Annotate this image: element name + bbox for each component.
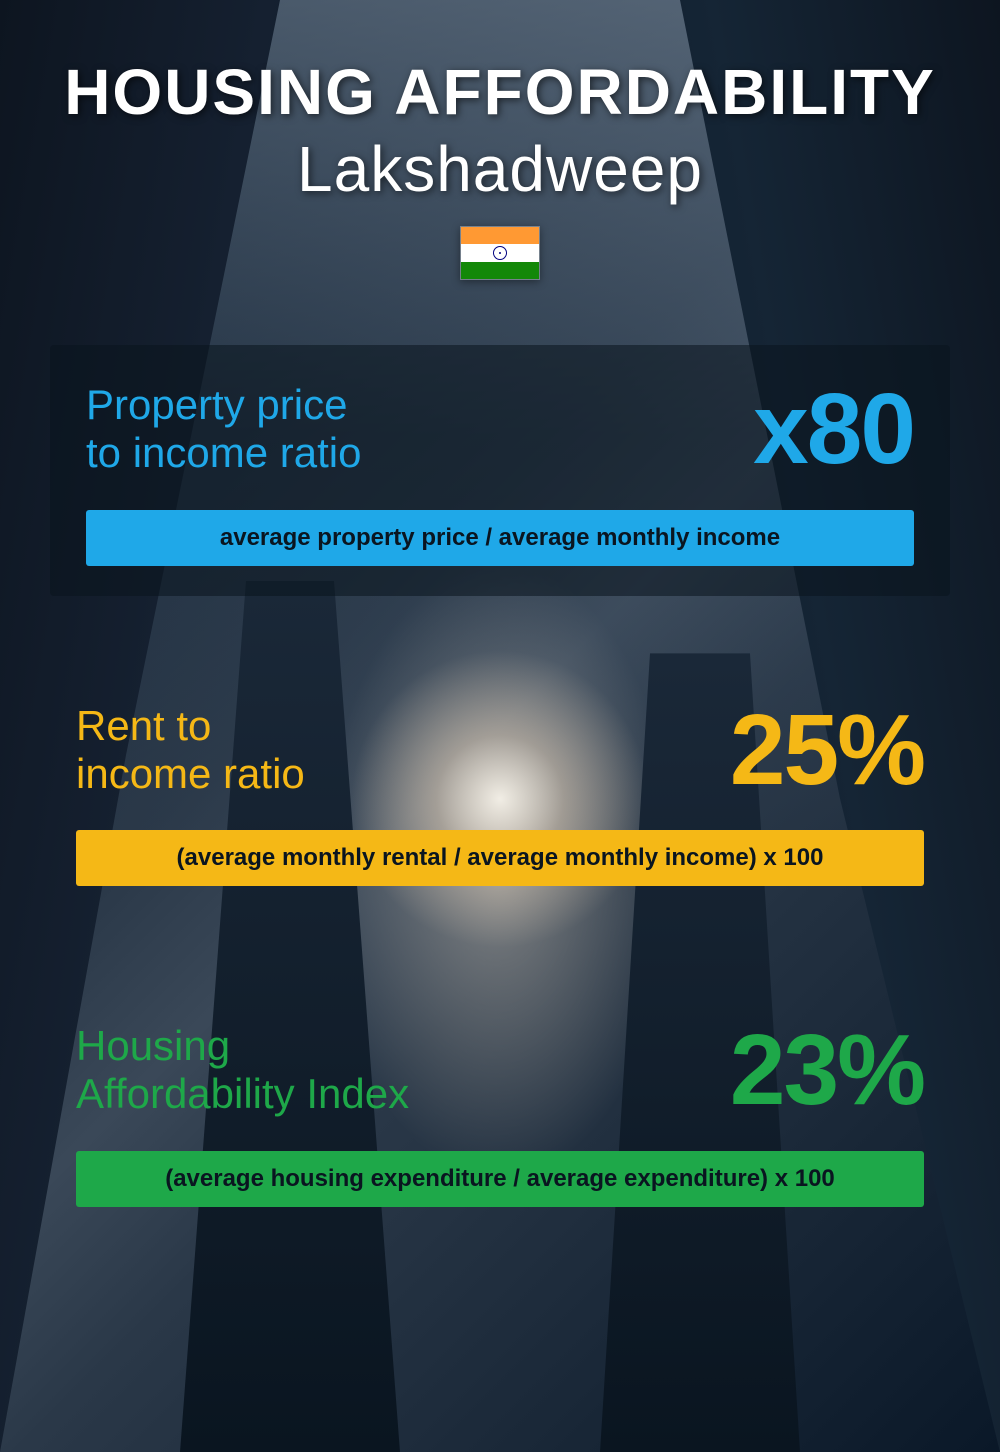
- flag-white-stripe: [461, 244, 539, 261]
- metric-label: Rent to income ratio: [76, 702, 305, 799]
- ashoka-chakra-icon: [493, 246, 507, 260]
- metric-row: Property price to income ratio x80: [86, 381, 914, 478]
- metric-row: Rent to income ratio 25%: [76, 702, 924, 799]
- metric-formula: (average housing expenditure / average e…: [76, 1151, 924, 1207]
- metric-label-line1: Property price: [86, 381, 347, 428]
- metric-label-line1: Housing: [76, 1022, 230, 1069]
- metric-value: x80: [753, 384, 914, 474]
- metric-value: 23%: [730, 1025, 924, 1115]
- metric-rent-income-ratio: Rent to income ratio 25% (average monthl…: [50, 666, 950, 917]
- page-subtitle: Lakshadweep: [50, 132, 950, 206]
- metric-formula: average property price / average monthly…: [86, 510, 914, 566]
- header: HOUSING AFFORDABILITY Lakshadweep: [50, 60, 950, 285]
- flag-saffron-stripe: [461, 227, 539, 244]
- metric-label: Property price to income ratio: [86, 381, 361, 478]
- metric-row: Housing Affordability Index 23%: [76, 1022, 924, 1119]
- page-title: HOUSING AFFORDABILITY: [50, 60, 950, 124]
- metric-label: Housing Affordability Index: [76, 1022, 409, 1119]
- metric-affordability-index: Housing Affordability Index 23% (average…: [50, 986, 950, 1237]
- flag-green-stripe: [461, 262, 539, 279]
- metric-formula: (average monthly rental / average monthl…: [76, 830, 924, 886]
- content-container: HOUSING AFFORDABILITY Lakshadweep Proper…: [0, 0, 1000, 1452]
- metric-label-line2: Affordability Index: [76, 1070, 409, 1117]
- metric-property-price-ratio: Property price to income ratio x80 avera…: [50, 345, 950, 596]
- metric-label-line1: Rent to: [76, 702, 211, 749]
- metric-value: 25%: [730, 705, 924, 795]
- india-flag-icon: [460, 226, 540, 280]
- metric-label-line2: to income ratio: [86, 429, 361, 476]
- metric-label-line2: income ratio: [76, 750, 305, 797]
